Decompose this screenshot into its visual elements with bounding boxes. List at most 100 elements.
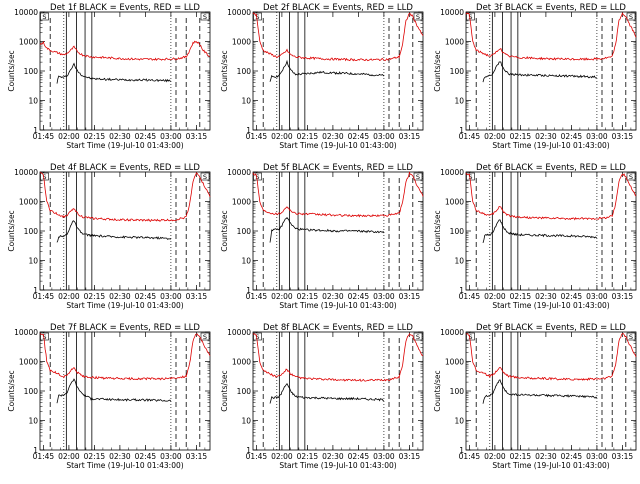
panel-title: Det 3f BLACK = Events, RED = LLD xyxy=(476,3,626,13)
plot-frame xyxy=(39,331,211,451)
y-tick-label: 1000 xyxy=(232,198,251,207)
y-tick-label: 1 xyxy=(246,126,251,135)
y-tick-label: 1 xyxy=(246,286,251,295)
x-tick-label: 02:45 xyxy=(561,452,583,461)
x-tick-label: 02:45 xyxy=(135,132,157,141)
x-tick-label: 03:00 xyxy=(373,292,395,301)
y-tick-label: 1 xyxy=(33,446,38,455)
x-tick-label: 01:45 xyxy=(33,292,55,301)
y-tick-label: 100 xyxy=(237,387,252,396)
x-tick-label: 01:45 xyxy=(459,132,481,141)
panel-title: Det 1f BLACK = Events, RED = LLD xyxy=(50,3,200,13)
x-tick-label: 01:45 xyxy=(246,452,268,461)
x-tick-label: 03:15 xyxy=(399,132,421,141)
y-tick-label: 1000 xyxy=(445,38,464,47)
x-tick-label: 03:00 xyxy=(586,452,608,461)
x-tick-label: 02:15 xyxy=(84,452,106,461)
y-tick-label: 100 xyxy=(450,387,465,396)
panel-title: Det 8f BLACK = Events, RED = LLD xyxy=(263,323,413,333)
x-tick-label: 01:45 xyxy=(246,132,268,141)
s-marker-box xyxy=(40,12,49,21)
y-tick-label: 1000 xyxy=(19,38,38,47)
y-tick-label: 10000 xyxy=(227,8,251,17)
y-tick-label: 1 xyxy=(33,126,38,135)
y-tick-label: 10 xyxy=(28,417,38,426)
x-tick-label: 02:30 xyxy=(109,452,131,461)
x-tick-label: 02:00 xyxy=(484,292,506,301)
x-tick-label: 01:45 xyxy=(33,452,55,461)
y-tick-label: 1 xyxy=(459,446,464,455)
y-tick-label: 1000 xyxy=(232,38,251,47)
y-tick-label: 10 xyxy=(454,417,464,426)
panel-title: Det 4f BLACK = Events, RED = LLD xyxy=(50,163,200,173)
y-tick-label: 10000 xyxy=(440,8,464,17)
s-marker-label: S xyxy=(629,173,633,181)
s-marker-label: S xyxy=(42,13,46,21)
s-marker-label: S xyxy=(255,13,259,21)
y-tick-label: 100 xyxy=(237,67,252,76)
x-tick-label: 03:00 xyxy=(586,292,608,301)
x-tick-label: 02:45 xyxy=(561,132,583,141)
x-tick-label: 03:00 xyxy=(160,292,182,301)
x-tick-label: 02:45 xyxy=(561,292,583,301)
y-tick-label: 10000 xyxy=(14,328,38,337)
y-tick-label: 10000 xyxy=(440,328,464,337)
x-tick-label: 02:00 xyxy=(271,132,293,141)
x-tick-label: 03:00 xyxy=(373,132,395,141)
lld-series-line xyxy=(39,40,211,61)
lld-series-line xyxy=(252,171,424,218)
panel-3: Det 3f BLACK = Events, RED = LLD 1 10 100 10… xyxy=(433,3,637,150)
x-tick-label: 02:15 xyxy=(297,292,319,301)
panel-1: Det 1f BLACK = Events, RED = LLD 1 10 100 10… xyxy=(7,3,211,150)
s-marker-box xyxy=(626,172,636,181)
x-tick-label: 02:15 xyxy=(510,452,532,461)
x-axis-label: Start Time (19-Jul-10 01:43:00) xyxy=(279,141,396,150)
y-tick-label: 100 xyxy=(24,227,39,236)
x-tick-label: 02:15 xyxy=(297,132,319,141)
plot-frame xyxy=(465,171,637,291)
x-tick-label: 03:15 xyxy=(186,132,208,141)
s-marker-label: S xyxy=(42,173,46,181)
s-marker-label: S xyxy=(203,333,207,341)
x-tick-label: 02:30 xyxy=(535,452,557,461)
x-tick-label: 03:15 xyxy=(612,132,634,141)
panel-2: Det 2f BLACK = Events, RED = LLD 1 10 100 10… xyxy=(220,3,424,150)
y-tick-label: 10000 xyxy=(227,328,251,337)
x-tick-label: 02:00 xyxy=(271,292,293,301)
x-tick-label: 02:00 xyxy=(484,132,506,141)
x-tick-label: 03:15 xyxy=(399,452,421,461)
x-tick-label: 01:45 xyxy=(246,292,268,301)
s-marker-label: S xyxy=(255,173,259,181)
x-tick-label: 03:00 xyxy=(160,452,182,461)
x-axis-label: Start Time (19-Jul-10 01:43:00) xyxy=(492,461,609,470)
s-marker-label: S xyxy=(629,13,633,21)
panel-title: Det 5f BLACK = Events, RED = LLD xyxy=(263,163,413,173)
x-tick-label: 02:00 xyxy=(271,452,293,461)
x-tick-label: 02:45 xyxy=(348,452,370,461)
x-axis-label: Start Time (19-Jul-10 01:43:00) xyxy=(279,461,396,470)
x-tick-label: 02:30 xyxy=(109,132,131,141)
s-marker-label: S xyxy=(203,173,207,181)
lld-series-line xyxy=(465,333,637,381)
panel-5: Det 5f BLACK = Events, RED = LLD 1 10 100 10… xyxy=(220,163,424,310)
y-tick-label: 10 xyxy=(28,257,38,266)
plot-frame xyxy=(252,171,424,291)
x-tick-label: 02:00 xyxy=(58,132,80,141)
lld-series-line xyxy=(252,333,424,382)
lld-series-line xyxy=(465,172,637,221)
y-axis-label: Counts/sec xyxy=(433,370,442,411)
lld-series-line xyxy=(39,172,211,223)
panel-title: Det 9f BLACK = Events, RED = LLD xyxy=(476,323,626,333)
x-tick-label: 02:30 xyxy=(322,292,344,301)
panel-4: Det 4f BLACK = Events, RED = LLD 1 10 100 10… xyxy=(7,163,211,310)
s-marker-box xyxy=(200,12,210,21)
events-series-line xyxy=(56,378,172,404)
y-tick-label: 10 xyxy=(28,97,38,106)
x-tick-label: 02:00 xyxy=(58,292,80,301)
events-series-line xyxy=(482,61,598,83)
y-tick-label: 10 xyxy=(454,97,464,106)
s-marker-box xyxy=(626,12,636,21)
x-tick-label: 02:30 xyxy=(535,292,557,301)
y-tick-label: 1 xyxy=(459,126,464,135)
